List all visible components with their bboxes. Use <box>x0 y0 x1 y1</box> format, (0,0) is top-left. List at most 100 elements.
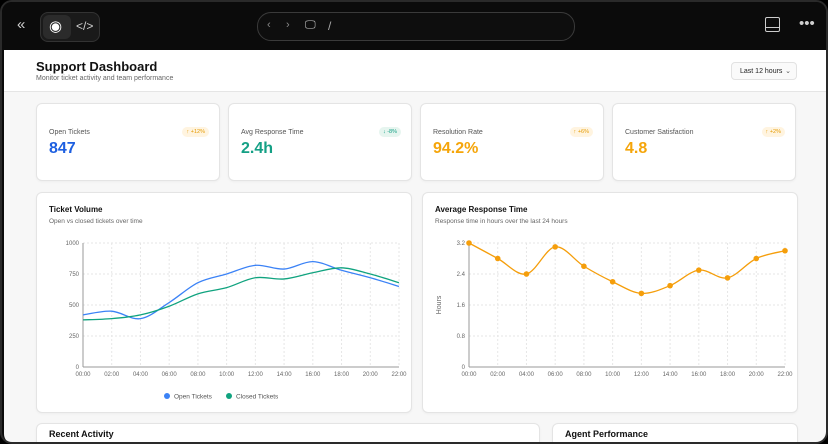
y-tick-label: 500 <box>69 303 80 309</box>
x-tick-label: 22:00 <box>777 372 793 378</box>
preview-eye-icon[interactable]: ◉ <box>49 18 63 35</box>
x-tick-label: 10:00 <box>219 372 235 378</box>
x-tick-label: 04:00 <box>519 372 535 378</box>
code-icon[interactable]: </> <box>76 19 94 33</box>
change-value: +6% <box>577 129 589 135</box>
x-tick-label: 08:00 <box>190 372 206 378</box>
data-point <box>466 240 472 246</box>
data-point <box>667 282 673 289</box>
data-point <box>581 263 587 270</box>
x-tick-label: 02:00 <box>104 372 120 378</box>
more-icon[interactable]: ••• <box>799 15 815 32</box>
y-tick-label: 1.6 <box>457 303 466 309</box>
data-point <box>523 271 530 277</box>
kpi-value: 4.8 <box>625 140 648 157</box>
y-tick-label: 250 <box>69 334 80 340</box>
url-text[interactable]: / <box>328 19 332 33</box>
y-tick-label: 0 <box>462 365 466 371</box>
x-tick-label: 10:00 <box>605 372 621 378</box>
kpi-label: Avg Response Time <box>241 129 304 136</box>
address-bar[interactable]: ‹ › 🖵 / <box>257 12 575 41</box>
y-tick-label: 0 <box>76 365 80 371</box>
chart-title: Ticket Volume <box>49 205 103 214</box>
x-tick-label: 06:00 <box>548 372 564 378</box>
kpi-label: Open Tickets <box>49 129 90 136</box>
arrow-up-icon: ↑ <box>573 129 577 135</box>
legend-marker <box>226 393 232 399</box>
collapse-sidebar-icon[interactable]: « <box>17 16 26 33</box>
kpi-card: Customer Satisfaction 4.8 ↑ +2% <box>612 103 796 181</box>
change-badge: ↑ +12% <box>182 127 209 137</box>
change-badge: ↑ +2% <box>761 127 785 137</box>
arrow-up-icon: ↑ <box>765 129 769 135</box>
monitor-icon: 🖵 <box>305 19 316 31</box>
x-tick-label: 16:00 <box>305 372 321 378</box>
series-line <box>468 242 786 295</box>
data-point <box>638 290 645 297</box>
x-tick-label: 18:00 <box>334 372 350 378</box>
x-tick-label: 12:00 <box>248 372 264 378</box>
x-tick-label: 16:00 <box>691 372 707 378</box>
y-tick-label: 750 <box>69 272 80 278</box>
legend-label: Closed Tickets <box>236 394 279 401</box>
kpi-card: Resolution Rate 94.2% ↑ +6% <box>420 103 604 181</box>
agent-performance-card: Agent Performance <box>552 423 798 442</box>
chart-subtitle: Response time in hours over the last 24 … <box>435 218 568 225</box>
arrow-up-icon: ↑ <box>186 129 190 135</box>
page-title: Support Dashboard <box>36 59 158 74</box>
kpi-value: 2.4h <box>241 140 274 157</box>
x-tick-label: 00:00 <box>461 372 477 378</box>
ticket-volume-card: Ticket Volume Open vs closed tickets ove… <box>36 192 412 413</box>
view-toggle: ◉ </> <box>40 12 100 42</box>
kpi-card: Avg Response Time 2.4h ↓ -8% <box>228 103 412 181</box>
page-header: Support Dashboard Monitor ticket activit… <box>4 50 826 92</box>
x-tick-label: 20:00 <box>749 372 765 378</box>
data-point <box>724 275 731 281</box>
data-point <box>609 278 616 285</box>
page-subtitle: Monitor ticket activity and team perform… <box>36 75 174 82</box>
x-tick-label: 22:00 <box>391 372 407 378</box>
legend-marker <box>164 393 170 399</box>
data-point <box>782 247 788 254</box>
kpi-card: Open Tickets 847 ↑ +12% <box>36 103 220 181</box>
section-title: Agent Performance <box>565 429 649 439</box>
response-time-chart: 0 0.8 1.6 2.4 3.2 00:00 02:00 04:00 06:00 08:00 10… <box>436 240 793 378</box>
change-badge: ↑ +6% <box>569 127 593 137</box>
chevron-down-icon: ⌄ <box>785 68 791 75</box>
change-value: +12% <box>190 129 205 135</box>
x-tick-label: 20:00 <box>363 372 379 378</box>
dashboard: Support Dashboard Monitor ticket activit… <box>4 50 826 442</box>
data-point <box>696 267 702 273</box>
recent-activity-card: Recent Activity <box>36 423 540 442</box>
y-tick-label: 1000 <box>66 241 80 247</box>
data-point <box>494 255 501 262</box>
x-tick-label: 06:00 <box>162 372 178 378</box>
x-tick-label: 00:00 <box>75 372 91 378</box>
data-point <box>753 255 760 262</box>
data-point <box>552 244 558 250</box>
section-title: Recent Activity <box>49 429 114 439</box>
x-tick-label: 08:00 <box>576 372 592 378</box>
ticket-volume-chart: 0 250 500 750 1000 00:00 02:00 04:00 06:00 08:00 1… <box>66 241 408 401</box>
chart-title: Average Response Time <box>435 205 528 214</box>
kpi-label: Resolution Rate <box>433 129 483 136</box>
legend-label: Open Tickets <box>174 394 213 401</box>
change-badge: ↓ -8% <box>378 127 401 137</box>
series-line <box>82 260 400 320</box>
y-tick-label: 0.8 <box>457 334 466 340</box>
arrow-down-icon: ↓ <box>382 129 386 135</box>
change-value: +2% <box>769 129 781 135</box>
series-line <box>82 267 400 321</box>
y-tick-label: 3.2 <box>457 241 466 247</box>
x-tick-label: 02:00 <box>490 372 506 378</box>
chart-subtitle: Open vs closed tickets over time <box>49 218 143 225</box>
back-icon[interactable]: ‹ <box>267 19 271 31</box>
x-tick-label: 04:00 <box>133 372 149 378</box>
kpi-value: 94.2% <box>433 140 479 157</box>
y-axis-label: Hours <box>436 295 443 314</box>
time-range-select[interactable]: Last 12 hours ⌄ <box>731 62 797 80</box>
x-tick-label: 14:00 <box>277 372 293 378</box>
forward-icon[interactable]: › <box>286 19 290 31</box>
panel-icon[interactable] <box>765 17 780 32</box>
